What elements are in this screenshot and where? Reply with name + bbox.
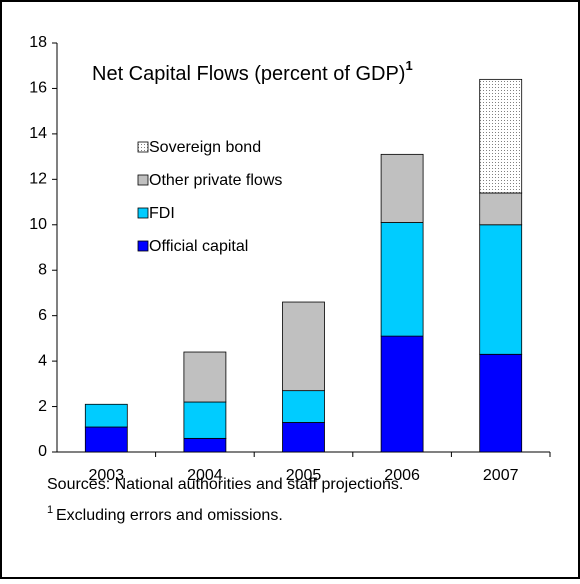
legend-swatch bbox=[137, 207, 149, 219]
bar-segment bbox=[380, 222, 424, 337]
y-tick-label: 6 bbox=[38, 307, 47, 324]
y-tick-label: 14 bbox=[29, 125, 47, 142]
y-tick-label: 18 bbox=[29, 34, 47, 51]
bar-segment bbox=[282, 390, 325, 423]
title-text: Net Capital Flows (percent of GDP) bbox=[92, 63, 405, 85]
bar-segment bbox=[282, 301, 325, 392]
y-tick-label: 0 bbox=[38, 443, 47, 460]
bar-segment bbox=[479, 78, 523, 194]
legend-swatch bbox=[137, 240, 149, 252]
legend-swatch bbox=[137, 174, 149, 186]
legend-label: Sovereign bond bbox=[149, 139, 261, 156]
footnote-marker: 1 bbox=[47, 504, 53, 516]
y-tick-label: 16 bbox=[29, 80, 47, 97]
chart-title: Net Capital Flows (percent of GDP)1 bbox=[92, 58, 413, 85]
legend-label: Official capital bbox=[149, 238, 248, 255]
bar-segment bbox=[479, 192, 523, 226]
y-tick-label: 12 bbox=[29, 171, 47, 188]
legend-swatch bbox=[137, 141, 149, 153]
bar-segment bbox=[183, 437, 227, 453]
x-tick-label: 2004 bbox=[187, 467, 223, 484]
x-tick-label: 2006 bbox=[384, 467, 420, 484]
bar-segment bbox=[282, 422, 325, 453]
legend-label: Other private flows bbox=[149, 172, 282, 189]
bar-segment bbox=[183, 351, 227, 403]
bar-segment bbox=[84, 426, 128, 453]
bar-segment bbox=[84, 403, 128, 428]
y-tick-label: 2 bbox=[38, 398, 47, 415]
bar-segment bbox=[380, 335, 424, 453]
bar-segment bbox=[183, 401, 227, 439]
x-tick-label: 2003 bbox=[89, 467, 125, 484]
bar-segment bbox=[479, 224, 523, 355]
footnote: Excluding errors and omissions. bbox=[56, 507, 283, 524]
bar-segment bbox=[380, 153, 424, 223]
y-tick-label: 4 bbox=[38, 352, 47, 369]
y-tick-label: 8 bbox=[38, 261, 47, 278]
bar-segment bbox=[479, 353, 523, 453]
y-tick-label: 10 bbox=[29, 216, 47, 233]
source-note: Sources: National authorities and staff … bbox=[47, 476, 403, 493]
x-tick-label: 2007 bbox=[483, 467, 519, 484]
x-tick-label: 2005 bbox=[286, 467, 322, 484]
legend-label: FDI bbox=[149, 205, 175, 222]
title-superscript: 1 bbox=[405, 58, 412, 73]
